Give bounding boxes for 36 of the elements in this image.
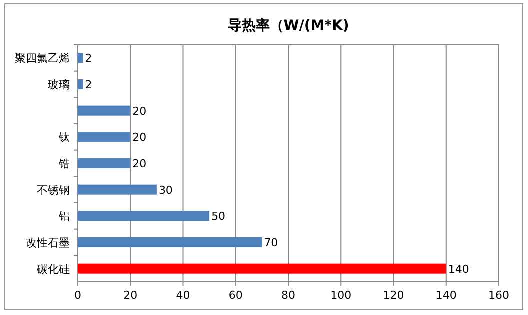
data-label: 20 bbox=[132, 131, 147, 144]
bar bbox=[78, 79, 84, 90]
x-tick-label: 80 bbox=[282, 289, 296, 302]
bar bbox=[78, 211, 210, 222]
x-tick-label: 140 bbox=[436, 289, 457, 302]
x-tick-label: 120 bbox=[383, 289, 404, 302]
y-tick-label: 聚四氟乙烯 bbox=[15, 52, 70, 66]
bar bbox=[78, 106, 131, 116]
x-tick-label: 100 bbox=[330, 289, 352, 302]
bar bbox=[78, 53, 84, 64]
bar bbox=[78, 132, 131, 142]
data-label: 2 bbox=[85, 78, 92, 92]
y-tick-label: 玻璃 bbox=[48, 78, 70, 92]
y-tick-label: 钛 bbox=[58, 131, 70, 144]
bar bbox=[78, 184, 157, 195]
x-tick-label: 40 bbox=[176, 289, 190, 302]
x-tick-label: 0 bbox=[74, 289, 82, 302]
data-label: 2 bbox=[85, 52, 92, 66]
data-label: 70 bbox=[264, 236, 278, 250]
y-tick-label: 锆 bbox=[58, 158, 70, 170]
bar bbox=[78, 237, 262, 248]
y-tick-label: 不锈钢 bbox=[37, 184, 70, 197]
y-tick-label: 改性石墨 bbox=[26, 236, 70, 250]
data-label: 50 bbox=[212, 210, 226, 224]
y-tick-label: 碳化硅 bbox=[36, 262, 70, 276]
data-label: 30 bbox=[158, 184, 173, 197]
data-label: 140 bbox=[448, 262, 470, 276]
x-tick-label: 20 bbox=[124, 289, 138, 302]
bar bbox=[78, 158, 131, 169]
bar bbox=[78, 264, 446, 274]
x-tick-label: 160 bbox=[488, 289, 510, 302]
y-tick-label: 铝 bbox=[58, 210, 70, 224]
x-tick-label: 60 bbox=[228, 289, 243, 302]
data-label: 20 bbox=[132, 104, 147, 118]
data-label: 20 bbox=[132, 158, 147, 170]
chart-title: 导热率（W/(M*K) bbox=[228, 17, 350, 34]
